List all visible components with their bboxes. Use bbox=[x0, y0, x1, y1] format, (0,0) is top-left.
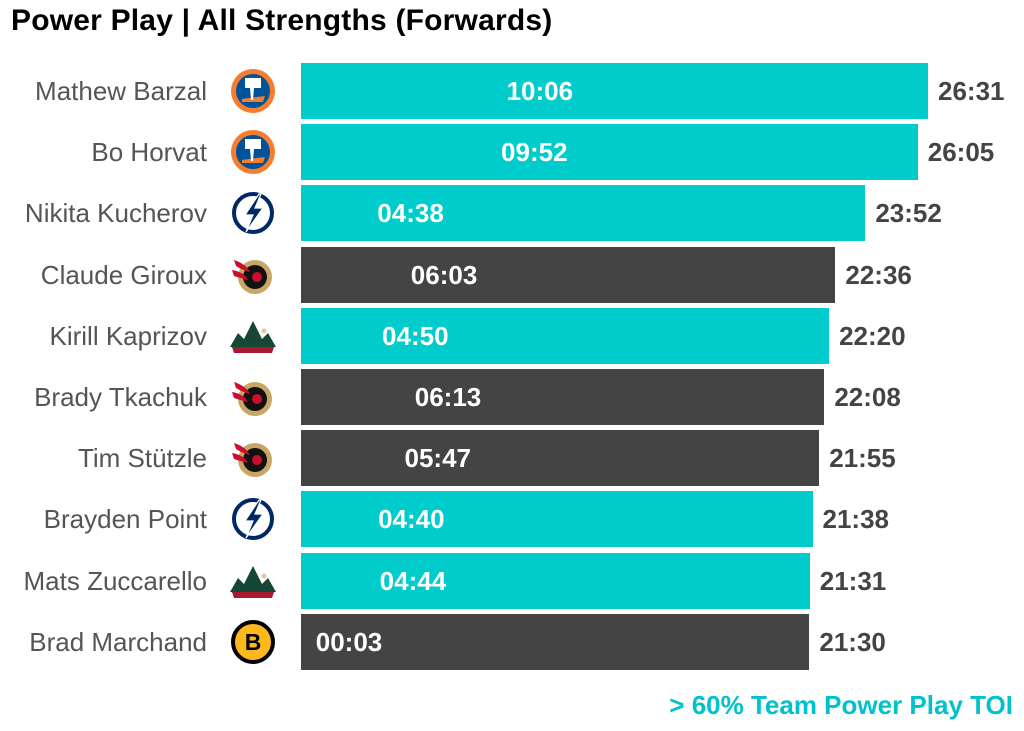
total-toi-label: 21:30 bbox=[819, 626, 886, 657]
pp-toi-label: 04:40 bbox=[378, 504, 445, 535]
total-toi-label: 22:36 bbox=[845, 259, 912, 290]
pp-toi-label: 04:44 bbox=[379, 565, 447, 596]
player-name-label: Claude Giroux bbox=[40, 259, 207, 290]
bar-row: Mats Zuccarello 04:44 21:31 bbox=[0, 552, 1024, 609]
toi-bar bbox=[301, 63, 928, 119]
islanders-logo-icon bbox=[228, 127, 278, 177]
bar-row: Tim Stützle 05:47 21:55 bbox=[0, 430, 1024, 487]
pp-toi-label: 10:06 bbox=[506, 76, 574, 106]
bar-row: Bo Horvat 09:52 26:05 bbox=[0, 124, 1024, 181]
bar-row: Claude Giroux 06:03 22:36 bbox=[0, 246, 1024, 303]
total-toi-label: 23:52 bbox=[875, 198, 942, 229]
wild-logo-icon bbox=[228, 556, 278, 606]
player-name-label: Brayden Point bbox=[43, 504, 207, 535]
bar-row: Brayden Point 04:40 21:38 bbox=[0, 491, 1024, 548]
total-toi-label: 26:05 bbox=[927, 137, 995, 168]
toi-bar bbox=[301, 552, 810, 609]
total-toi-label: 21:38 bbox=[822, 504, 890, 535]
wild-logo-icon bbox=[228, 311, 278, 361]
senators-logo-icon bbox=[228, 372, 278, 422]
toi-bar bbox=[301, 430, 820, 487]
player-name-label: Mats Zuccarello bbox=[23, 565, 208, 596]
toi-bar bbox=[301, 491, 813, 548]
lightning-logo-icon bbox=[228, 188, 278, 238]
toi-bar bbox=[301, 124, 918, 181]
toi-bar bbox=[301, 613, 810, 670]
player-name-label: Brady Tkachuk bbox=[34, 382, 207, 412]
pp-toi-label: 05:47 bbox=[404, 443, 471, 474]
total-toi-label: 22:20 bbox=[839, 320, 906, 351]
total-toi-label: 21:31 bbox=[819, 565, 887, 596]
player-name-label: Nikita Kucherov bbox=[24, 198, 207, 229]
toi-bar bbox=[301, 369, 825, 425]
toi-bar bbox=[301, 185, 866, 242]
toi-bar bbox=[301, 307, 830, 364]
player-name-label: Tim Stützle bbox=[77, 443, 207, 474]
bar-row: Nikita Kucherov 04:38 23:52 bbox=[0, 185, 1024, 242]
pp-toi-label: 06:13 bbox=[414, 382, 482, 412]
svg-text:B: B bbox=[245, 629, 262, 655]
total-toi-label: 22:08 bbox=[834, 382, 901, 412]
total-toi-label: 26:31 bbox=[938, 76, 1005, 106]
pp-toi-label: 00:03 bbox=[315, 626, 383, 657]
bar-row: Kirill Kaprizov 04:50 22:20 bbox=[0, 307, 1024, 364]
player-name-label: Mathew Barzal bbox=[35, 76, 207, 106]
pp-toi-label: 09:52 bbox=[501, 137, 568, 168]
player-name-label: Bo Horvat bbox=[91, 137, 207, 168]
bar-row: Mathew Barzal 10:06 26:31 bbox=[0, 63, 1024, 119]
senators-logo-icon bbox=[228, 433, 278, 483]
chart-title: Power Play | All Strengths (Forwards) bbox=[11, 4, 553, 37]
bar-row: Brad Marchand B 00:03 21:30 bbox=[0, 613, 1024, 670]
chart-note: > 60% Team Power Play TOI bbox=[669, 690, 1013, 720]
senators-logo-icon bbox=[228, 250, 278, 300]
toi-bar bbox=[301, 246, 836, 303]
pp-toi-label: 04:38 bbox=[377, 198, 444, 229]
total-toi-label: 21:55 bbox=[829, 443, 896, 474]
lightning-logo-icon bbox=[228, 494, 278, 544]
islanders-logo-icon bbox=[228, 66, 278, 116]
bar-row: Brady Tkachuk 06:13 22:08 bbox=[0, 369, 1024, 425]
pp-toi-label: 04:50 bbox=[382, 320, 449, 351]
pp-toi-label: 06:03 bbox=[410, 259, 478, 290]
bruins-logo-icon: B bbox=[228, 617, 278, 667]
player-name-label: Brad Marchand bbox=[29, 626, 207, 657]
player-name-label: Kirill Kaprizov bbox=[49, 320, 208, 351]
